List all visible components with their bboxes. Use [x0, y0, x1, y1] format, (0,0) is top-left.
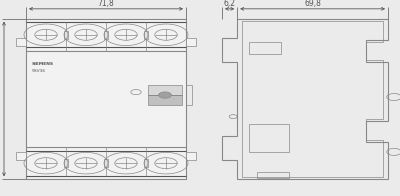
Bar [64, 31, 68, 39]
Text: 5SV36: 5SV36 [32, 69, 46, 73]
Bar [64, 159, 68, 167]
Bar [186, 152, 196, 160]
Text: 71,8: 71,8 [98, 0, 114, 8]
Circle shape [158, 92, 172, 98]
Bar [16, 152, 26, 160]
Bar [249, 42, 281, 54]
Bar [144, 31, 148, 39]
Bar [148, 85, 182, 95]
Bar [104, 31, 108, 39]
Text: 6,2: 6,2 [224, 0, 236, 8]
Bar [104, 159, 108, 167]
Bar [144, 159, 148, 167]
Text: 69,8: 69,8 [304, 0, 321, 8]
Text: 89,8: 89,8 [0, 91, 1, 107]
Bar [148, 95, 182, 105]
Text: SIEMENS: SIEMENS [32, 62, 54, 66]
Bar [186, 38, 196, 46]
Bar [249, 124, 289, 152]
Bar [26, 19, 186, 179]
Bar [16, 38, 26, 46]
Bar [257, 172, 289, 178]
